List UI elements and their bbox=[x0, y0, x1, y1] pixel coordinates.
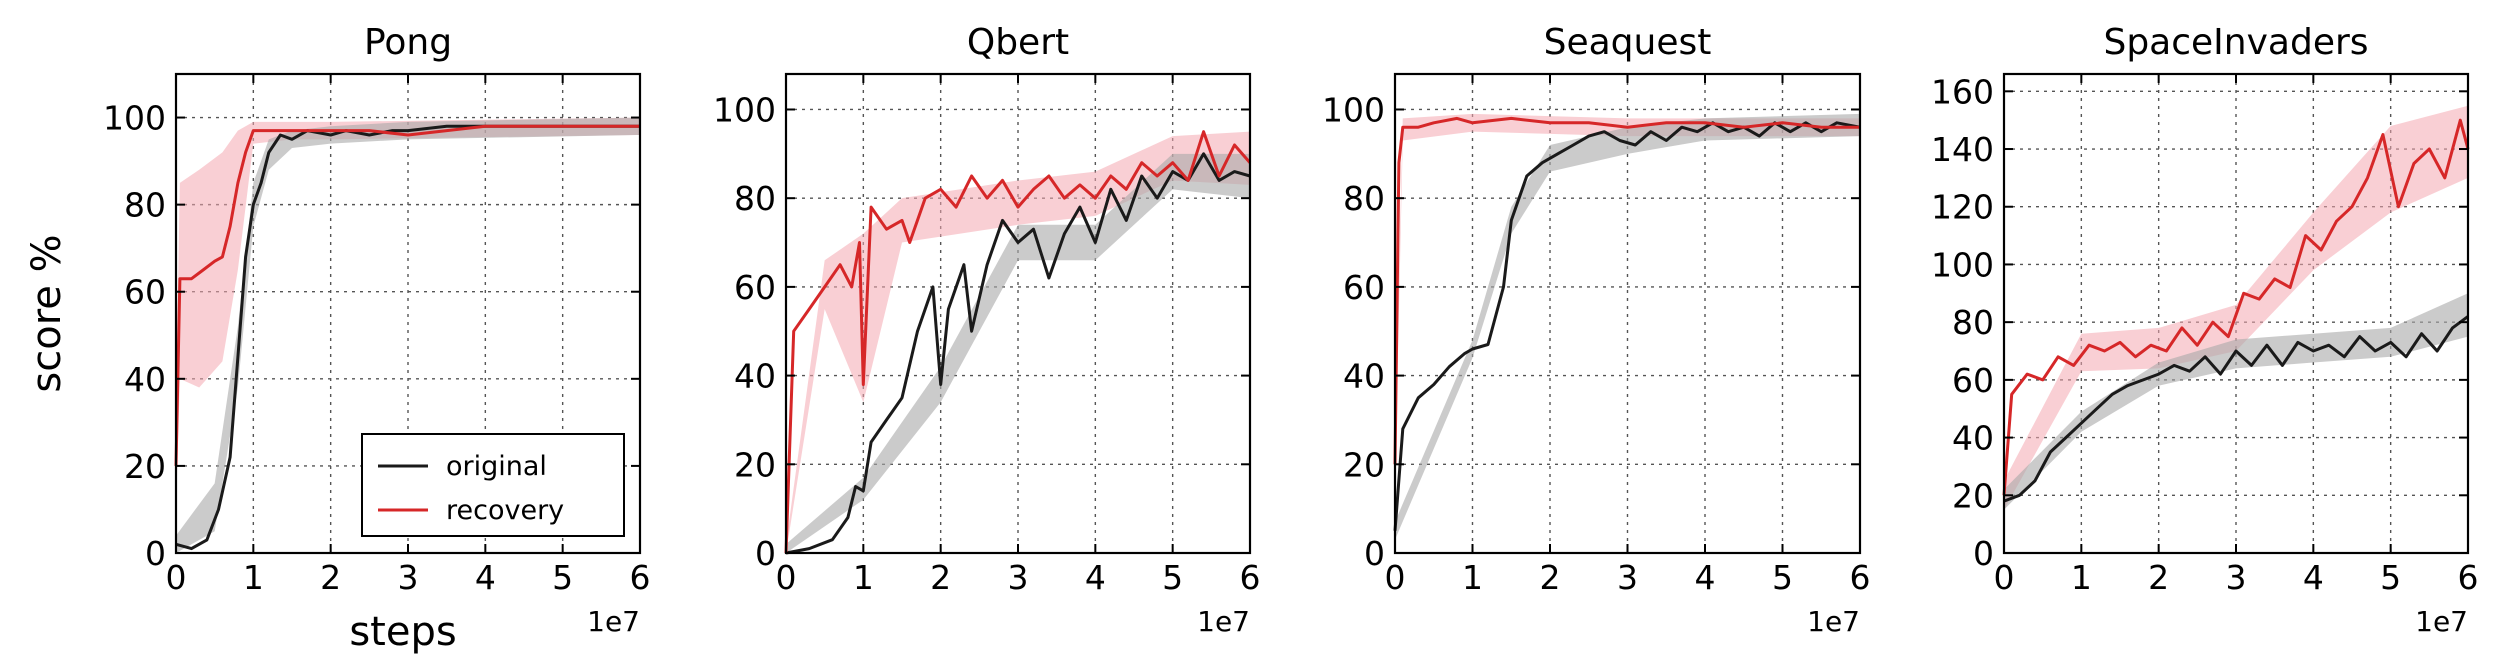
x-tick-label: 2 bbox=[2148, 558, 2169, 597]
y-tick-label: 20 bbox=[1952, 476, 1994, 515]
series-line-recovery bbox=[1393, 116, 1860, 465]
x-tick-label: 1 bbox=[1462, 558, 1483, 597]
x-tick-label: 0 bbox=[1385, 558, 1406, 597]
x-tick-label: 2 bbox=[930, 558, 951, 597]
y-tick-label: 0 bbox=[145, 534, 166, 573]
y-tick-label: 80 bbox=[1343, 179, 1385, 218]
y-tick-label: 0 bbox=[755, 534, 776, 573]
y-tick-label: 100 bbox=[713, 90, 776, 129]
legend-label-recovery: recovery bbox=[446, 495, 564, 526]
y-tick-label: 60 bbox=[1343, 268, 1385, 307]
x-tick-label: 3 bbox=[2226, 558, 2247, 597]
x-tick-label: 0 bbox=[166, 558, 187, 597]
chart-title: SpaceInvaders bbox=[2103, 22, 2368, 63]
y-tick-label: 60 bbox=[1952, 361, 1994, 400]
x-tick-label: 4 bbox=[475, 558, 496, 597]
legend-box bbox=[361, 433, 625, 537]
y-tick-label: 20 bbox=[124, 447, 166, 486]
x-tick-label: 4 bbox=[1085, 558, 1106, 597]
x-tick-label: 3 bbox=[1617, 558, 1638, 597]
x-tick-label: 5 bbox=[2380, 558, 2401, 597]
y-tick-label: 40 bbox=[734, 357, 776, 396]
x-exponent-label: 1e7 bbox=[1197, 605, 1250, 638]
y-tick-label: 120 bbox=[1931, 188, 1994, 227]
x-tick-label: 3 bbox=[1008, 558, 1029, 597]
x-tick-label: 1 bbox=[853, 558, 874, 597]
series-line-recovery bbox=[2002, 118, 2470, 496]
y-tick-label: 0 bbox=[1364, 534, 1385, 573]
y-tick-label: 100 bbox=[1322, 90, 1385, 129]
y-tick-label: 80 bbox=[1952, 303, 1994, 342]
x-axis-label: steps bbox=[349, 609, 456, 655]
series-line-original bbox=[1393, 121, 1861, 531]
x-exponent-label: 1e7 bbox=[2415, 605, 2468, 638]
y-tick-label: 60 bbox=[124, 273, 166, 312]
series-line-original bbox=[2003, 315, 2469, 503]
x-tick-label: 0 bbox=[776, 558, 797, 597]
x-tick-label: 6 bbox=[1850, 558, 1871, 597]
y-tick-label: 100 bbox=[1931, 245, 1994, 284]
x-tick-label: 5 bbox=[1162, 558, 1183, 597]
legend-label-original: original bbox=[446, 451, 547, 482]
series-line-recovery bbox=[784, 130, 1252, 554]
chart-panel-4: 0 1 2 3 4 5 6020406080100120140160SpaceInvader… bbox=[1931, 22, 2479, 638]
x-tick-label: 6 bbox=[1240, 558, 1261, 597]
x-tick-label: 3 bbox=[398, 558, 419, 597]
y-tick-label: 20 bbox=[1343, 445, 1385, 484]
x-tick-label: 6 bbox=[2458, 558, 2479, 597]
x-tick-label: 6 bbox=[630, 558, 651, 597]
y-tick-label: 40 bbox=[1343, 357, 1385, 396]
y-tick-label: 80 bbox=[124, 186, 166, 225]
x-tick-label: 0 bbox=[1994, 558, 2015, 597]
series-line-recovery bbox=[174, 124, 640, 466]
x-tick-label: 2 bbox=[320, 558, 341, 597]
band-original bbox=[786, 153, 1250, 554]
y-tick-label: 20 bbox=[734, 445, 776, 484]
x-tick-label: 4 bbox=[1695, 558, 1716, 597]
x-tick-label: 1 bbox=[2071, 558, 2092, 597]
band-recovery bbox=[176, 117, 640, 510]
band-recovery bbox=[786, 131, 1250, 553]
chart-title: Qbert bbox=[967, 22, 1069, 63]
y-axis-label: score % bbox=[24, 234, 70, 392]
x-exponent-label: 1e7 bbox=[1807, 605, 1860, 638]
x-tick-label: 5 bbox=[552, 558, 573, 597]
x-exponent-label: 1e7 bbox=[587, 605, 640, 638]
x-tick-label: 1 bbox=[243, 558, 264, 597]
y-tick-label: 100 bbox=[103, 99, 166, 138]
y-tick-label: 40 bbox=[124, 360, 166, 399]
band-recovery bbox=[2004, 105, 2468, 510]
series-line-original bbox=[785, 152, 1251, 555]
x-tick-label: 2 bbox=[1540, 558, 1561, 597]
y-tick-label: 160 bbox=[1931, 72, 1994, 111]
y-tick-label: 140 bbox=[1931, 130, 1994, 169]
x-tick-label: 5 bbox=[1772, 558, 1793, 597]
chart-title: Seaquest bbox=[1544, 22, 1712, 63]
y-tick-label: 80 bbox=[734, 179, 776, 218]
x-tick-label: 4 bbox=[2303, 558, 2324, 597]
y-tick-label: 60 bbox=[734, 268, 776, 307]
chart-title: Pong bbox=[364, 22, 452, 63]
y-tick-label: 0 bbox=[1973, 534, 1994, 573]
y-tick-label: 40 bbox=[1952, 419, 1994, 458]
